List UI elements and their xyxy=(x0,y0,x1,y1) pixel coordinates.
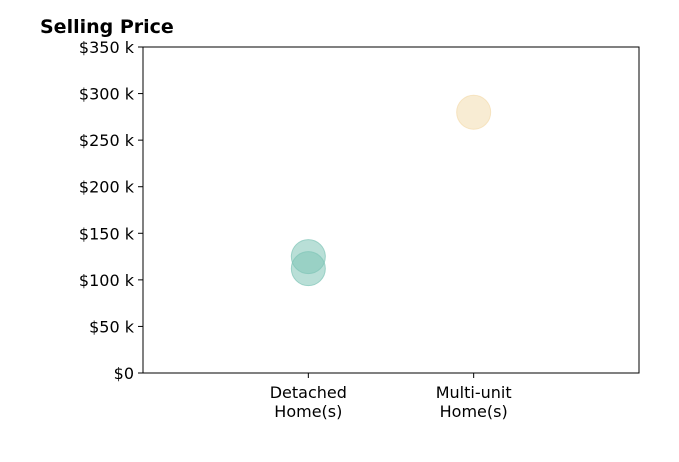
data-point xyxy=(290,251,326,287)
x-tick-label-line: Multi-unit xyxy=(436,383,512,402)
y-tick-label: $350 k xyxy=(79,38,135,57)
x-tick-label-line: Detached xyxy=(270,383,347,402)
x-axis: Detached Home(s)Multi-unit Home(s) xyxy=(270,373,512,421)
x-tick-label-line: Home(s) xyxy=(274,402,342,421)
data-points xyxy=(290,94,492,287)
y-tick-label: $200 k xyxy=(79,178,135,197)
y-tick-label: $300 k xyxy=(79,85,135,104)
y-tick-label: $250 k xyxy=(79,131,135,150)
chart-title: Selling Price xyxy=(40,16,174,38)
y-tick-label: $0 xyxy=(114,364,134,383)
x-tick-label: Detached Home(s) xyxy=(270,383,347,421)
data-point xyxy=(456,94,492,130)
y-tick-label: $50 k xyxy=(89,317,135,336)
x-tick-label: Multi-unit Home(s) xyxy=(436,383,512,421)
plot-area-frame xyxy=(142,46,640,374)
y-tick-label: $150 k xyxy=(79,224,135,243)
x-tick-label-line: Home(s) xyxy=(440,402,508,421)
y-axis: $0 $50 k $100 k $150 k $200 k $250 k $300 k $35… xyxy=(79,38,143,383)
y-tick-label: $100 k xyxy=(79,271,135,290)
